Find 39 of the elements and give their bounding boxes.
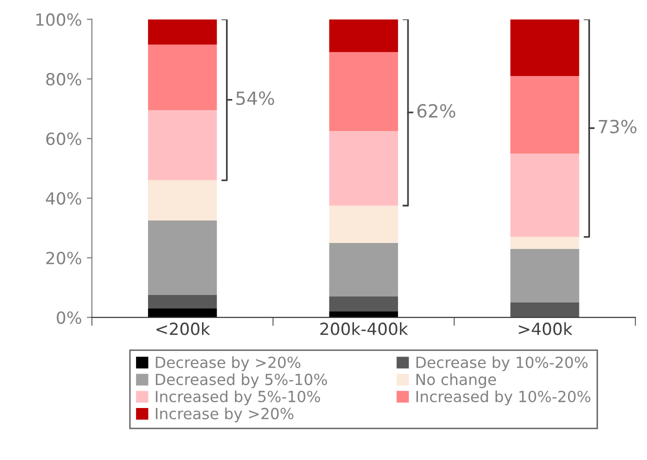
- legend-label: Decrease by >20%: [156, 356, 300, 372]
- bar: [329, 206, 398, 243]
- annotation: 54%: [236, 91, 274, 106]
- y-tick-label: 80%: [46, 72, 82, 86]
- bar: [148, 308, 217, 318]
- bar: [510, 248, 580, 302]
- bar: [510, 302, 580, 318]
- y-tick-label: 20%: [46, 252, 82, 264]
- bar: [329, 296, 398, 312]
- bar: [148, 19, 217, 45]
- y-tick-label: 60%: [46, 132, 82, 146]
- bar: [329, 131, 398, 206]
- y-tick-label: 40%: [46, 192, 82, 205]
- x-tick-label: >400k: [518, 322, 572, 336]
- bar: [329, 242, 398, 297]
- annotation: 73%: [598, 120, 636, 134]
- annotation: 62%: [417, 104, 456, 118]
- bar: [148, 180, 217, 221]
- x-tick-label: 200k-400k: [320, 322, 408, 336]
- bar: [510, 236, 580, 249]
- x-tick-label: <200k: [156, 322, 210, 336]
- bar: [329, 311, 398, 318]
- legend-label: Decreased by 5%-10%: [156, 373, 328, 388]
- bar: [148, 110, 217, 180]
- legend-label: Increased by 5%-10%: [156, 390, 320, 406]
- y-tick-label: 0%: [56, 311, 82, 324]
- legend-label: Decrease by 10%-20%: [416, 356, 588, 372]
- legend-label: Increase by >20%: [156, 408, 294, 422]
- bar: [510, 19, 580, 76]
- legend-label: No change: [416, 373, 496, 388]
- bar: [148, 220, 217, 296]
- bar: [510, 76, 580, 154]
- bar: [148, 295, 217, 308]
- y-tick-label: 100%: [36, 13, 82, 26]
- bar: [510, 153, 580, 237]
- legend-label: Increased by 10%-20%: [416, 390, 590, 406]
- bar: [329, 19, 398, 52]
- bar: [329, 52, 398, 132]
- bar: [148, 44, 217, 110]
